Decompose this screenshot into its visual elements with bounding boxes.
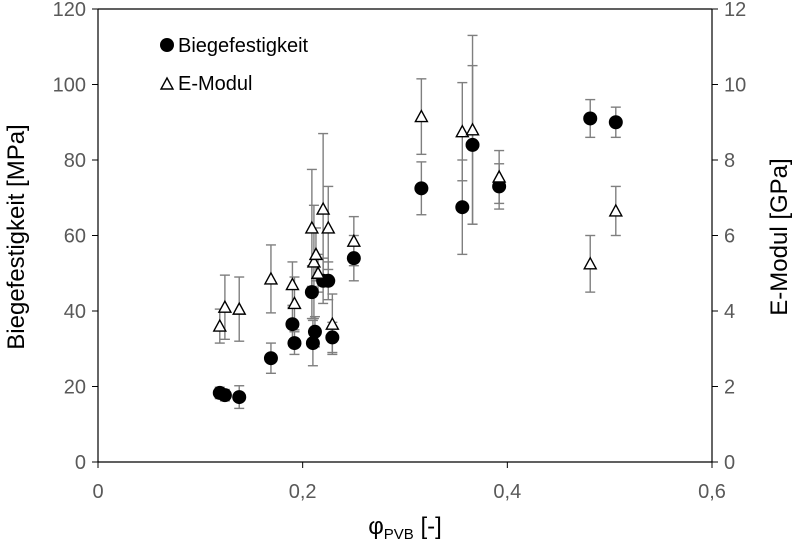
y2-tick-label: 10 (724, 75, 746, 97)
legend-label-e-modul: E-Modul (178, 73, 252, 95)
y-tick-label: 40 (64, 301, 86, 323)
y2-tick-label: 4 (724, 301, 735, 323)
point-e-modul (414, 109, 429, 123)
y-tick-label: 60 (64, 226, 86, 248)
point-e-modul (306, 254, 322, 268)
y-axis-title: Biegefestigkeit [MPa] (3, 124, 30, 349)
point-biegefestigkeit (346, 251, 361, 266)
data-markers (212, 109, 623, 405)
x-tick-label: 0,4 (493, 481, 521, 503)
y2-tick-label: 0 (724, 452, 735, 474)
point-e-modul (212, 318, 227, 332)
legend-marker-biegefestigkeit (160, 38, 174, 52)
point-e-modul (217, 299, 233, 313)
y-tick-label: 20 (64, 377, 86, 399)
legend-marker-e-modul (159, 76, 175, 90)
point-biegefestigkeit (455, 200, 470, 215)
x-axis-title: φPVB [-] (368, 513, 442, 543)
point-e-modul (491, 169, 507, 183)
point-biegefestigkeit (287, 336, 302, 351)
y2-tick-label: 12 (724, 0, 746, 21)
point-e-modul (321, 220, 336, 234)
point-biegefestigkeit (263, 351, 278, 366)
point-biegefestigkeit (217, 388, 232, 403)
legend-label-biegefestigkeit: Biegefestigkeit (178, 35, 309, 57)
point-biegefestigkeit (232, 390, 247, 405)
point-biegefestigkeit (307, 324, 322, 339)
y2-tick-label: 6 (724, 226, 735, 248)
point-biegefestigkeit (583, 111, 598, 126)
point-e-modul (315, 201, 331, 215)
x-axis-title-symbol: φ (368, 513, 384, 540)
point-biegefestigkeit (305, 336, 320, 351)
point-e-modul (608, 203, 623, 217)
y-tick-label: 100 (53, 75, 86, 97)
point-e-modul (308, 246, 324, 261)
point-e-modul (325, 316, 340, 330)
x-tick-label: 0,6 (698, 481, 726, 503)
point-e-modul (285, 277, 300, 291)
y-tick-label: 80 (64, 150, 86, 172)
point-biegefestigkeit (285, 317, 300, 332)
point-e-modul (583, 256, 598, 270)
point-biegefestigkeit (465, 137, 480, 152)
y2-axis-title: E-Modul [GPa] (766, 158, 793, 315)
x-tick-label: 0 (92, 481, 103, 503)
y-tick-label: 120 (53, 0, 86, 21)
point-e-modul (465, 122, 480, 136)
y-tick-label: 0 (75, 452, 86, 474)
y2-tick-label: 2 (724, 377, 735, 399)
point-e-modul (304, 220, 320, 234)
point-e-modul (310, 265, 326, 279)
x-tick-label: 0,2 (289, 481, 317, 503)
point-biegefestigkeit (325, 330, 340, 345)
x-axis-title-unit: [-] (414, 513, 442, 540)
point-biegefestigkeit (414, 181, 429, 196)
legend: Biegefestigkeit E-Modul (159, 35, 309, 95)
point-biegefestigkeit (492, 179, 507, 194)
point-biegefestigkeit (608, 115, 623, 130)
point-e-modul (263, 271, 279, 285)
y2-tick-label: 8 (724, 150, 735, 172)
axes (92, 8, 718, 468)
point-e-modul (455, 124, 470, 138)
point-biegefestigkeit (304, 285, 319, 300)
point-e-modul (346, 233, 362, 247)
point-e-modul (232, 301, 247, 315)
point-biegefestigkeit (321, 273, 336, 288)
x-axis-title-subscript: PVB (384, 526, 414, 543)
error-bars (214, 34, 621, 410)
point-e-modul (287, 295, 302, 310)
